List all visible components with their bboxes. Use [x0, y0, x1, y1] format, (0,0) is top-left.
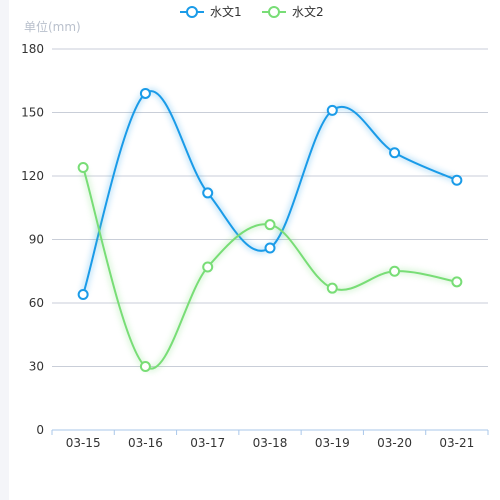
data-point[interactable] — [139, 361, 151, 372]
legend[interactable]: 水文1 水文2 — [180, 4, 324, 19]
x-tick-label: 03-21 — [439, 436, 474, 450]
y-axis-unit-label: 单位(mm) — [24, 19, 81, 34]
data-point[interactable] — [77, 162, 89, 174]
legend-label: 水文2 — [292, 4, 324, 19]
x-tick-label: 03-18 — [253, 436, 288, 450]
data-point[interactable] — [202, 187, 214, 199]
data-point[interactable] — [389, 265, 401, 277]
data-point[interactable] — [389, 147, 401, 159]
series-line-glow — [80, 166, 458, 372]
y-tick-label: 120 — [21, 169, 44, 183]
y-tick-label: 60 — [29, 296, 44, 310]
grid-lines — [52, 48, 488, 367]
x-tick-label: 03-19 — [315, 436, 350, 450]
data-points — [77, 87, 463, 372]
y-tick-label: 180 — [21, 42, 44, 56]
x-tick-label: 03-20 — [377, 436, 412, 450]
data-point[interactable] — [264, 219, 276, 231]
legend-marker-icon — [268, 6, 280, 18]
data-point[interactable] — [139, 87, 151, 99]
axes: 0 30 60 90 120 150 180 03-15 03-16 03-17 03-18 03-1… — [21, 42, 489, 450]
x-tick-label: 03-15 — [66, 436, 101, 450]
y-tick-label: 30 — [29, 360, 44, 374]
data-point[interactable] — [451, 174, 463, 186]
series-line-2 — [82, 167, 458, 370]
data-point[interactable] — [264, 242, 276, 254]
y-tick-label: 0 — [36, 423, 44, 437]
legend-marker-icon — [186, 6, 198, 18]
data-point[interactable] — [77, 289, 89, 301]
series-line-1 — [82, 90, 458, 295]
data-point[interactable] — [202, 261, 214, 273]
legend-item-1[interactable]: 水文1 — [180, 4, 242, 19]
data-point[interactable] — [326, 282, 338, 294]
series-line-glow — [80, 88, 459, 296]
x-tick-label: 03-16 — [128, 436, 163, 450]
legend-label: 水文1 — [210, 4, 242, 19]
legend-item-2[interactable]: 水文2 — [262, 4, 324, 19]
x-tick-label: 03-17 — [190, 436, 225, 450]
y-tick-label: 90 — [29, 233, 44, 247]
y-tick-label: 150 — [21, 106, 44, 120]
data-point[interactable] — [326, 104, 338, 116]
series-lines — [80, 88, 459, 372]
data-point[interactable] — [451, 276, 463, 288]
